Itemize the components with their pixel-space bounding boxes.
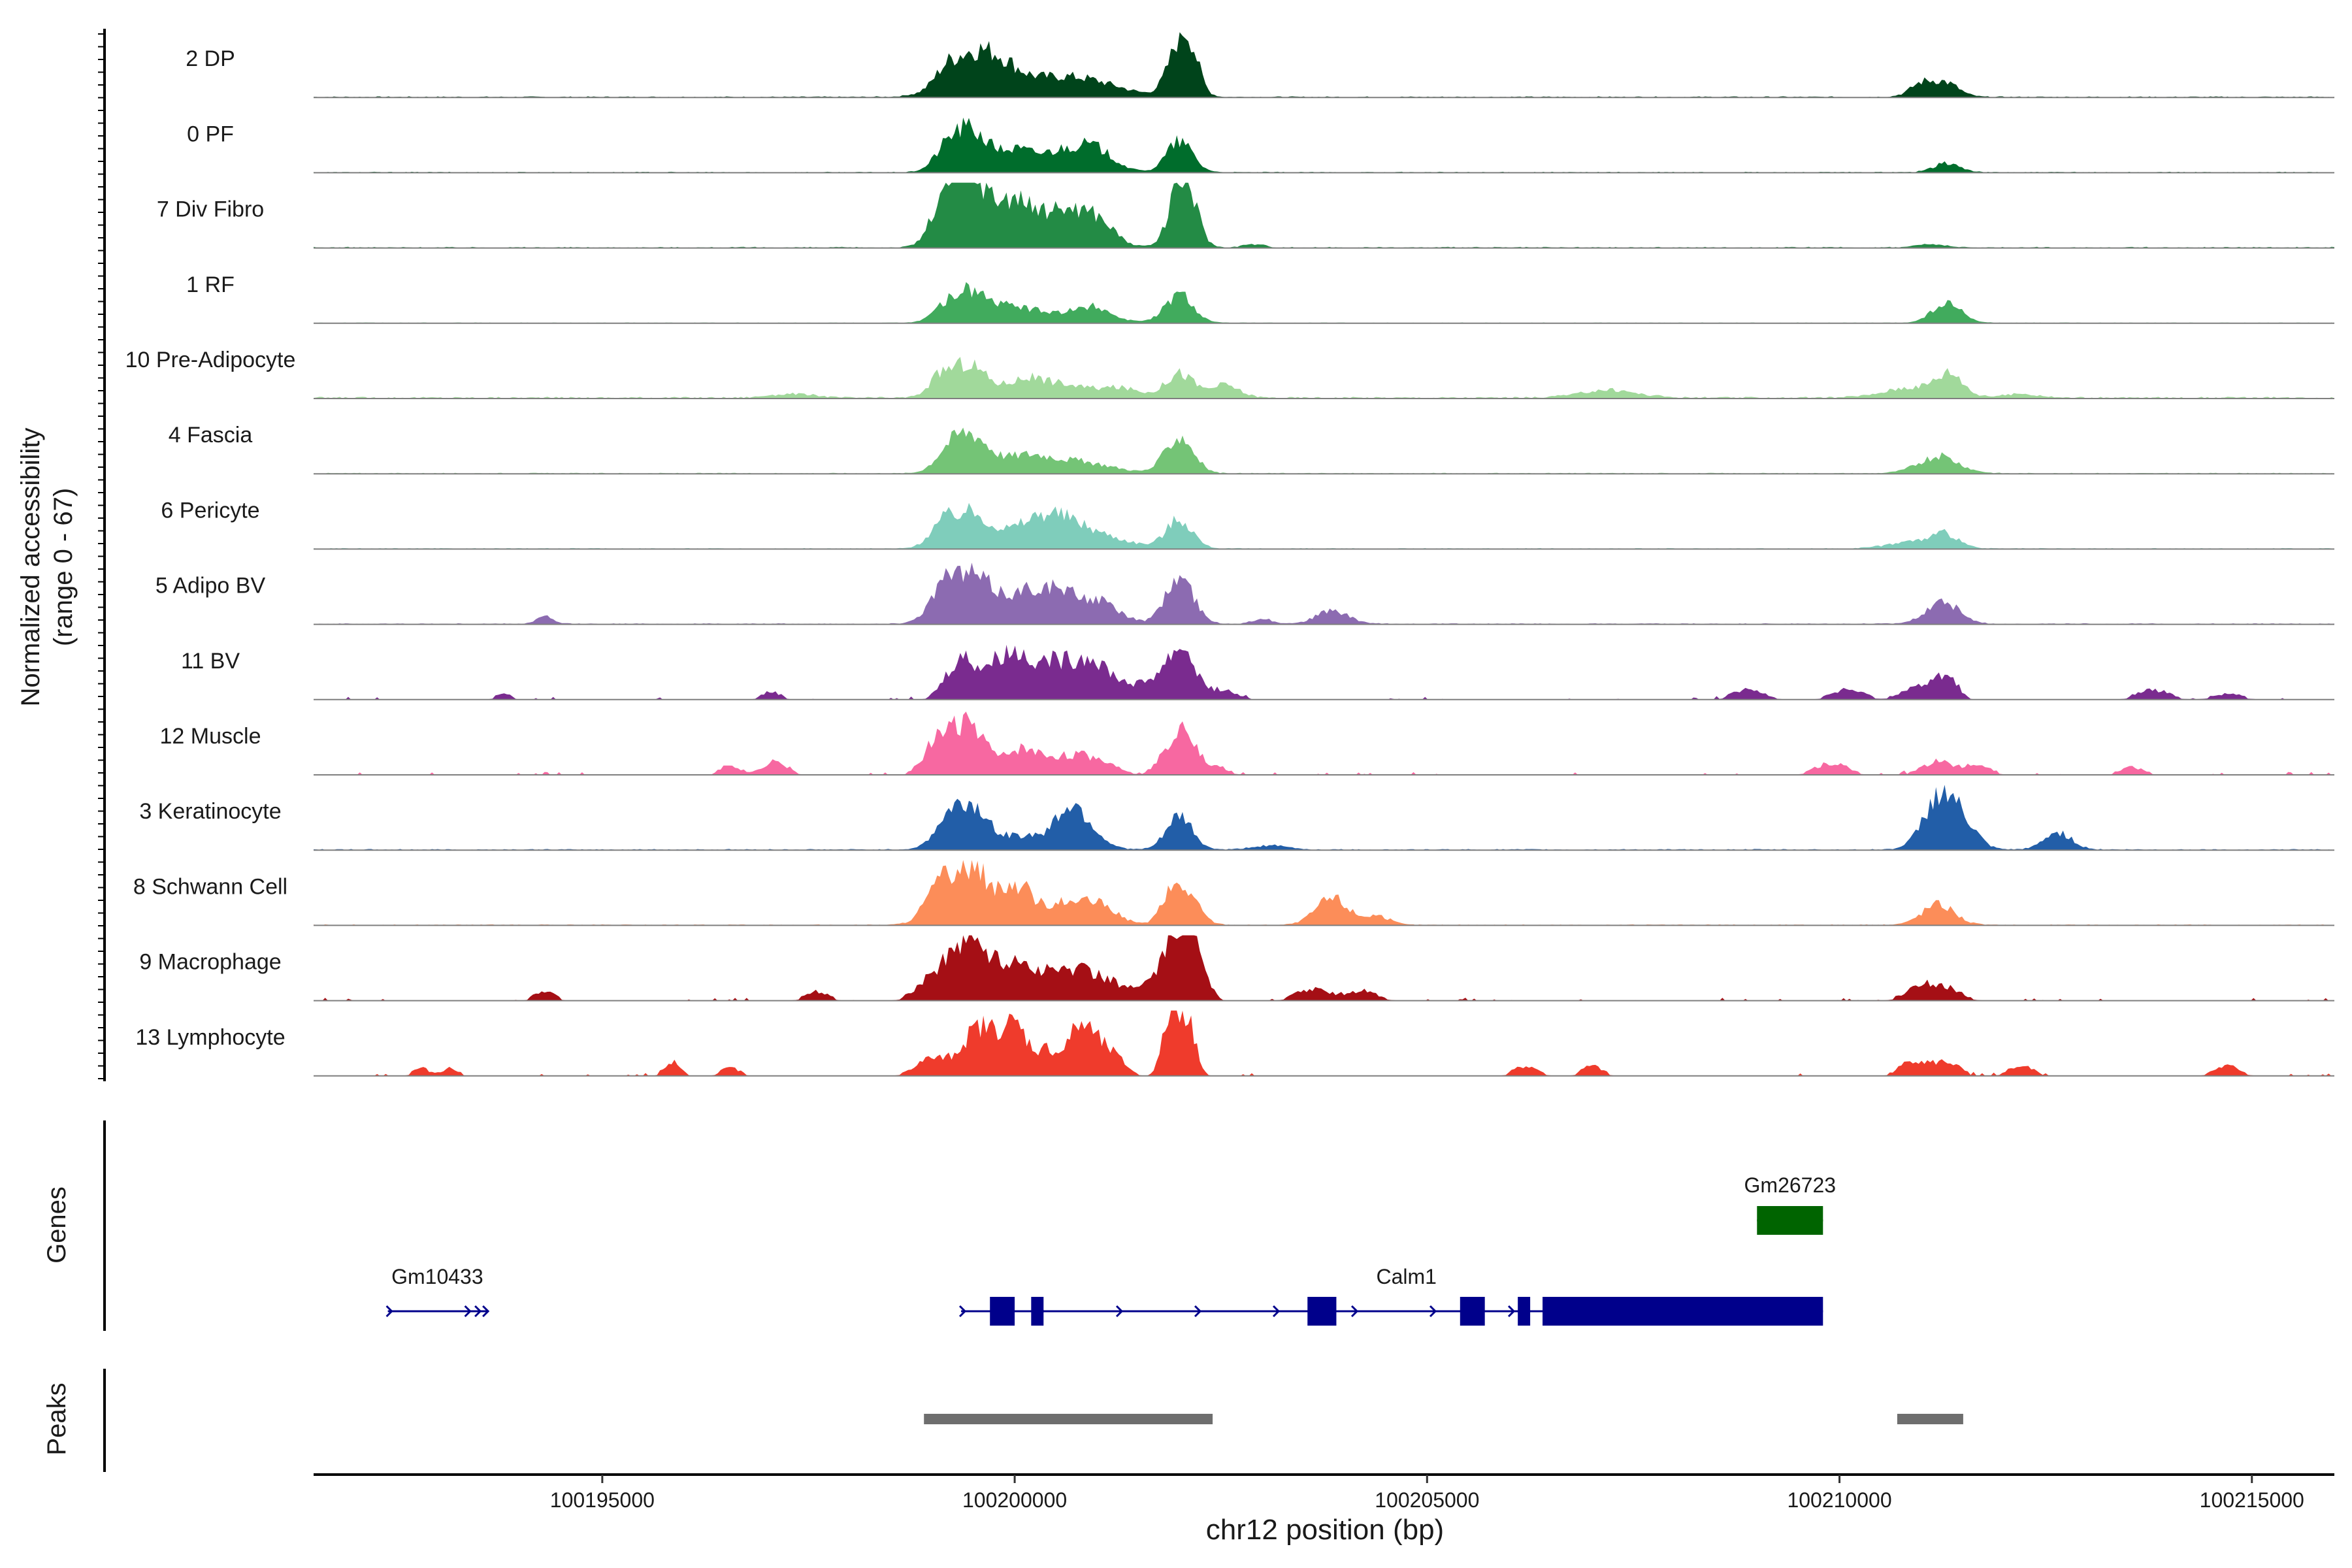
peak-region-bar [924, 1414, 1213, 1424]
track-1: 2 DP [186, 32, 2334, 99]
gene-exon [1543, 1297, 1823, 1326]
track-label: 6 Pericyte [161, 498, 259, 523]
track-2: 0 PF [187, 118, 2334, 174]
track-coverage-area [314, 644, 2334, 700]
track-6: 4 Fascia [169, 423, 2334, 475]
gene-gm26723: Gm26723 [1744, 1173, 1837, 1235]
gene-exon [990, 1297, 1015, 1326]
track-coverage-area [314, 118, 2334, 173]
x-tick-label: 100200000 [962, 1488, 1067, 1512]
coverage-y-axis [98, 29, 106, 1081]
strand-arrow-icon [1507, 1305, 1516, 1318]
strand-arrow-icon [482, 1305, 490, 1318]
track-5: 10 Pre-Adipocyte [125, 348, 2334, 399]
strand-arrow-icon [385, 1305, 393, 1318]
track-9: 11 BV [181, 644, 2334, 700]
track-12: 8 Schwann Cell [133, 860, 2334, 926]
track-label: 7 Div Fibro [157, 197, 264, 222]
gene-gm10433: Gm10433 [385, 1265, 490, 1318]
track-label: 11 BV [181, 649, 240, 674]
track-coverage-area [314, 357, 2334, 399]
track-label: 5 Adipo BV [155, 574, 266, 598]
track-coverage-area [314, 182, 2334, 248]
track-label: 13 Lymphocyte [135, 1025, 285, 1050]
track-label: 0 PF [187, 122, 234, 146]
peaks-panel-label: Peaks [42, 1382, 71, 1455]
track-label: 10 Pre-Adipocyte [125, 348, 296, 372]
gene-exon [1460, 1297, 1485, 1326]
track-8: 5 Adipo BV [155, 563, 2334, 625]
track-coverage-area [314, 427, 2334, 474]
track-14: 13 Lymphocyte [135, 1010, 2334, 1077]
track-label: 4 Fascia [169, 423, 253, 448]
x-axis: 100195000 100200000 100205000 100210000 1002… [550, 1475, 2304, 1512]
track-coverage-area [314, 935, 2334, 1001]
strand-arrow-icon [958, 1305, 967, 1318]
gene-exon [1757, 1206, 1823, 1235]
strand-arrow-icon [474, 1305, 482, 1318]
track-label: 8 Schwann Cell [133, 874, 287, 899]
track-coverage-area [314, 502, 2334, 549]
track-coverage-area [314, 1010, 2334, 1076]
track-coverage-area [314, 860, 2334, 926]
genes-panel-label: Genes [42, 1186, 71, 1264]
strand-arrow-icon [1115, 1305, 1124, 1318]
gene-label: Gm26723 [1744, 1173, 1837, 1197]
track-4: 1 RF [186, 272, 2334, 324]
track-13: 9 Macrophage [139, 935, 2334, 1002]
y-axis-label-line2: (range 0 - 67) [49, 488, 78, 646]
track-11: 3 Keratinocyte [139, 785, 2334, 851]
track-3: 7 Div Fibro [157, 182, 2334, 249]
gene-exon [1307, 1297, 1337, 1326]
track-label: 3 Keratinocyte [139, 799, 281, 824]
strand-arrow-icon [464, 1305, 472, 1318]
track-coverage-area [314, 32, 2334, 98]
gene-calm1: Calm1 [958, 1265, 1823, 1326]
gene-annotations: Gm26723 Gm10433 Calm1 [385, 1173, 1837, 1326]
x-tick-label: 100215000 [2200, 1488, 2304, 1512]
x-tick-label: 100205000 [1375, 1488, 1479, 1512]
strand-arrow-icon [1194, 1305, 1202, 1318]
x-tick-label: 100210000 [1787, 1488, 1891, 1512]
x-tick-label: 100195000 [550, 1488, 655, 1512]
track-label: 2 DP [186, 46, 235, 71]
strand-arrow-icon [1350, 1305, 1359, 1318]
gene-exon [1031, 1297, 1044, 1326]
track-coverage-area [314, 282, 2334, 323]
gene-exon [1518, 1297, 1531, 1326]
track-coverage-area [314, 563, 2334, 625]
track-coverage-area [314, 711, 2334, 775]
peak-region-bar [1897, 1414, 1963, 1424]
track-label: 1 RF [186, 272, 235, 297]
strand-arrow-icon [1429, 1305, 1437, 1318]
gene-label: Gm10433 [391, 1265, 483, 1288]
peak-regions [924, 1414, 1963, 1424]
track-7: 6 Pericyte [161, 498, 2334, 550]
track-label: 9 Macrophage [139, 950, 281, 975]
coverage-tracks: 2 DP 0 PF 7 Div Fibro 1 RF 10 Pre-Adipocyte 4… [125, 32, 2334, 1077]
track-coverage-area [314, 785, 2334, 851]
track-10: 12 Muscle [160, 711, 2334, 776]
y-axis-label-line1: Normalized accessibility [16, 428, 45, 707]
x-axis-label: chr12 position (bp) [1206, 1514, 1444, 1546]
gene-label: Calm1 [1377, 1265, 1437, 1288]
strand-arrow-icon [1272, 1305, 1281, 1318]
track-label: 12 Muscle [160, 724, 261, 749]
